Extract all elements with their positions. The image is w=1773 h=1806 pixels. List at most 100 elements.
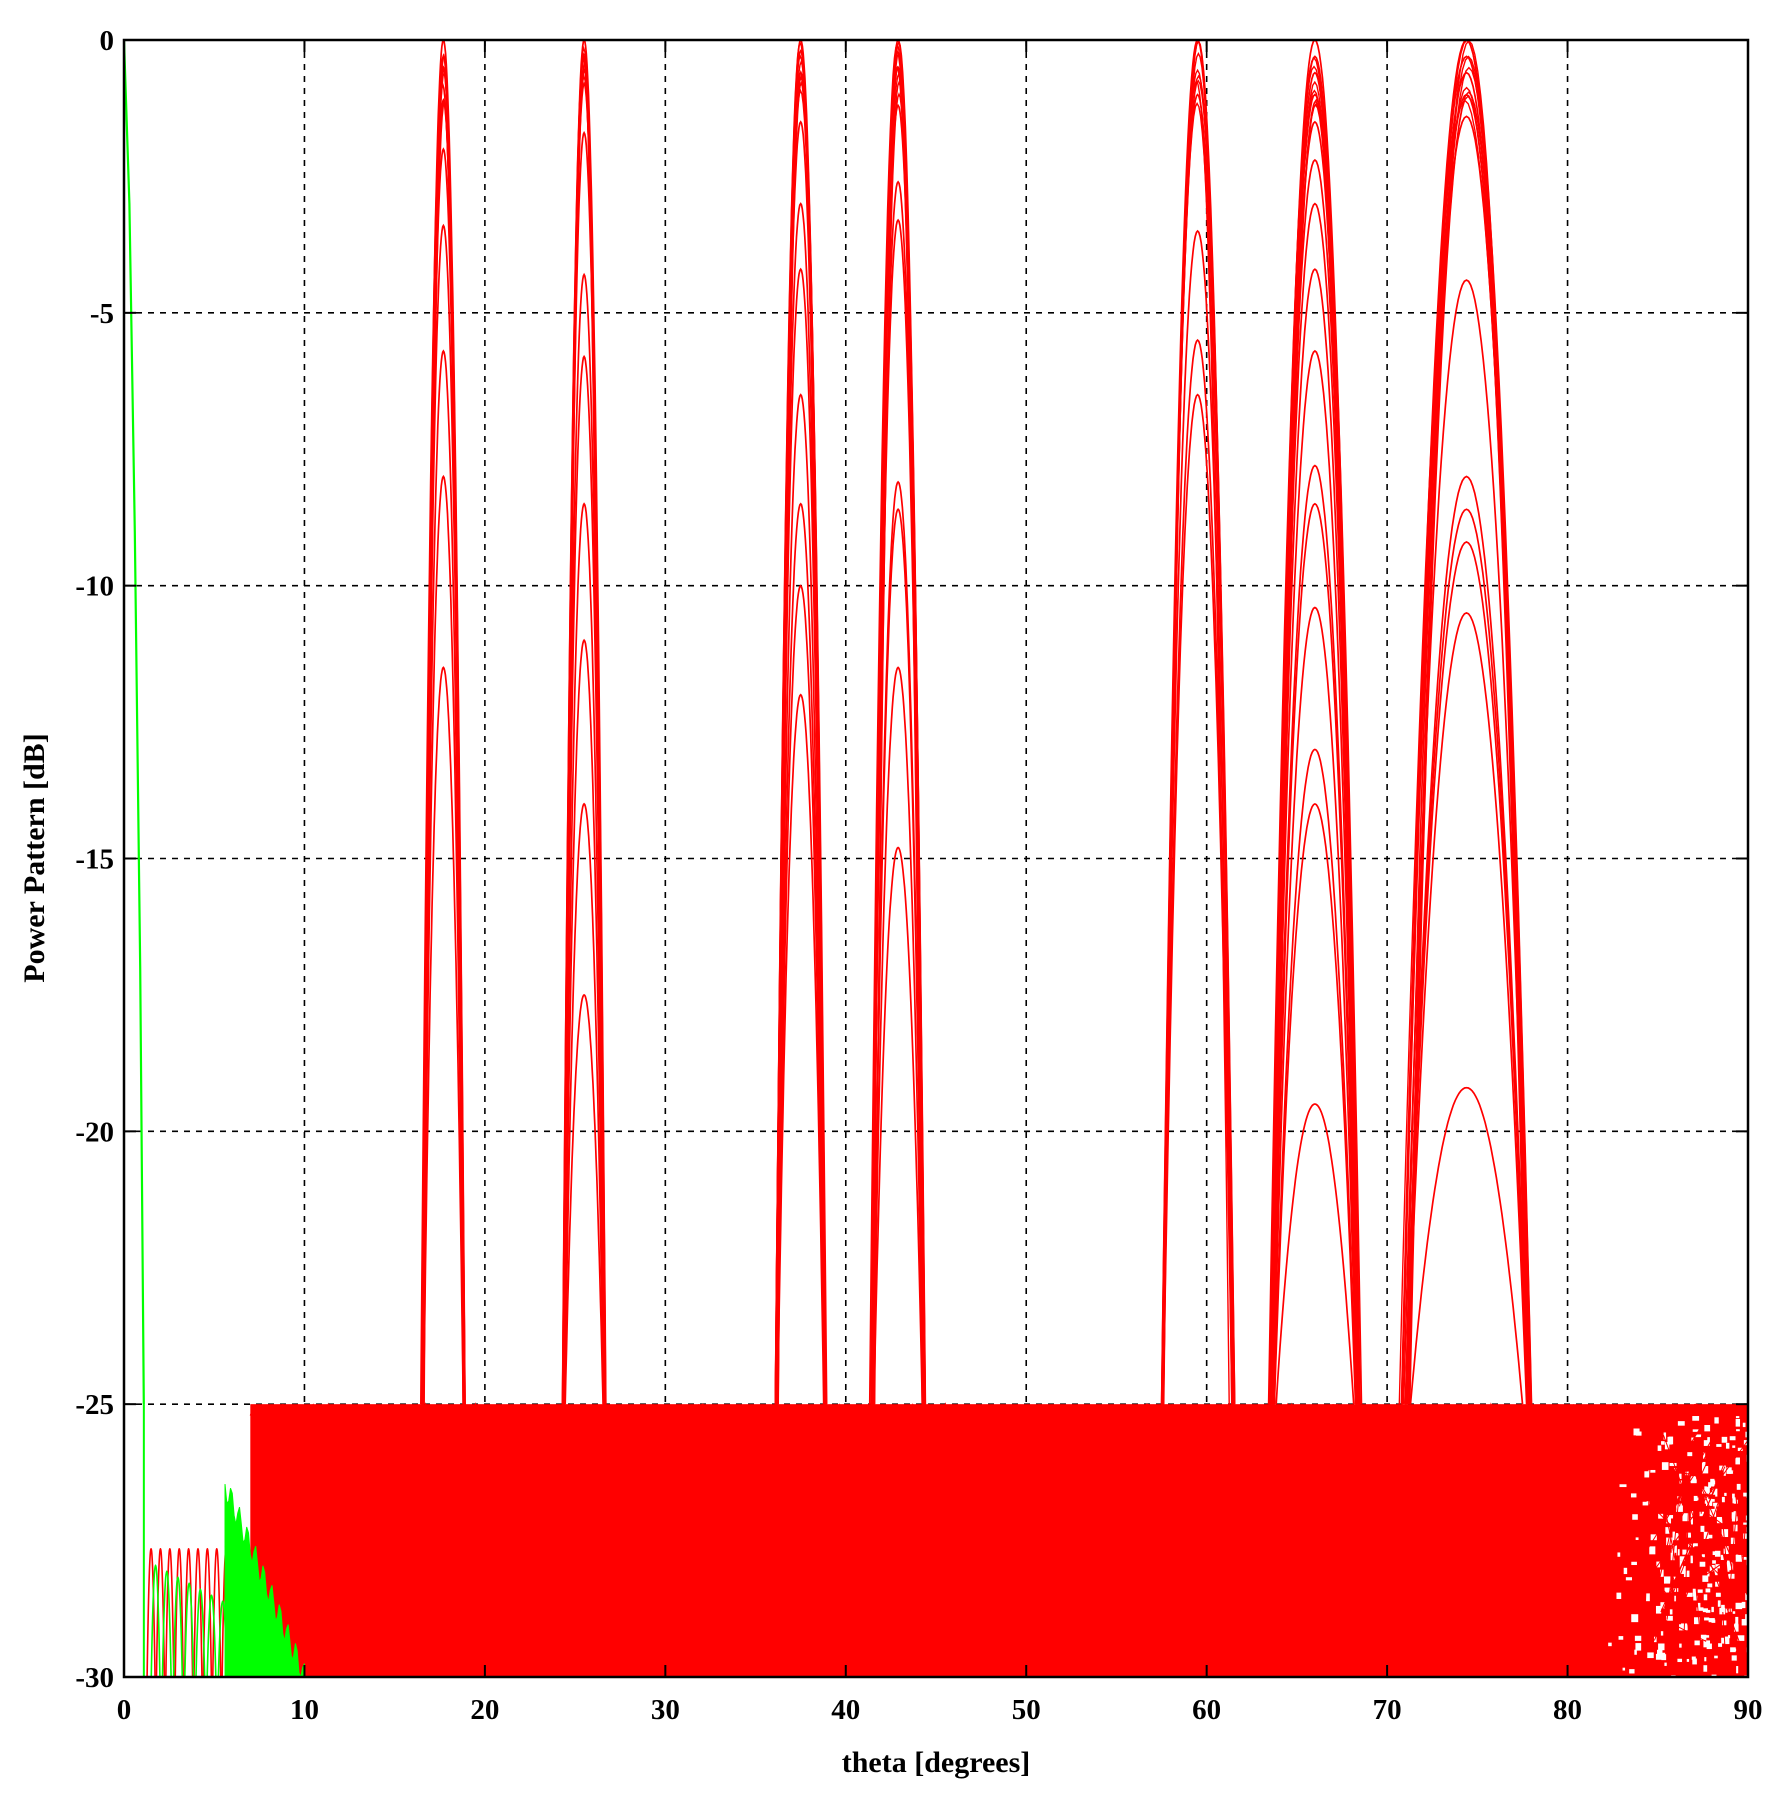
speckle [1733, 1511, 1737, 1516]
speckle [1715, 1581, 1720, 1587]
x-tick-label: 50 [1012, 1694, 1041, 1726]
speckle [1649, 1546, 1656, 1555]
beam-lobe [1275, 1103, 1355, 1405]
speckle [1679, 1556, 1685, 1561]
beam-7 [1398, 40, 1533, 1405]
speckle [1679, 1643, 1682, 1648]
speckle [1735, 1416, 1740, 1419]
speckle [1674, 1595, 1677, 1602]
beam-lobe [774, 53, 826, 1405]
speckle [1718, 1643, 1723, 1647]
speckle-line [1664, 1425, 1720, 1523]
beam-lobe [872, 666, 924, 1405]
speckle [1714, 1417, 1719, 1424]
speckle [1664, 1662, 1667, 1666]
speckle [1671, 1545, 1678, 1553]
speckle [1745, 1593, 1748, 1601]
beam-lobe [871, 65, 924, 1405]
speckle-line [1700, 1419, 1703, 1514]
speckle [1699, 1561, 1706, 1567]
beam-lobe [873, 846, 924, 1405]
speckle-line [1644, 1448, 1652, 1617]
speckle [1736, 1429, 1740, 1432]
speckle [1658, 1513, 1664, 1519]
beam-lobe [1271, 464, 1359, 1405]
speckle [1709, 1499, 1715, 1502]
speckle-line [1682, 1437, 1700, 1625]
speckle [1655, 1605, 1662, 1614]
beam-lobe [1405, 611, 1528, 1405]
speckle [1743, 1492, 1748, 1497]
speckle [1730, 1537, 1736, 1544]
speckle [1712, 1560, 1716, 1564]
speckle [1694, 1617, 1700, 1625]
beam-lobe [1273, 802, 1357, 1405]
speckle [1690, 1518, 1693, 1525]
speckle [1692, 1416, 1700, 1421]
speckle [1692, 1658, 1697, 1665]
beam-lobe [1161, 102, 1233, 1405]
speckle [1702, 1575, 1709, 1582]
speckle [1735, 1457, 1740, 1465]
speckle [1679, 1560, 1683, 1568]
speckle [1730, 1647, 1736, 1653]
speckle [1634, 1649, 1637, 1655]
speckle [1686, 1532, 1692, 1538]
main-sidelobe [161, 1570, 172, 1677]
speckle [1631, 1561, 1637, 1566]
speckle [1724, 1636, 1730, 1645]
sidelobe-ripple [249, 1402, 1748, 1426]
x-tick-labels: 0 10 20 30 40 50 60 70 80 90 [117, 1694, 1763, 1726]
main-sidelobe [206, 1594, 217, 1677]
speckle [1705, 1588, 1711, 1593]
speckle [1690, 1476, 1697, 1483]
speckle [1619, 1484, 1627, 1488]
near-sidelobe [165, 1548, 175, 1677]
speckle [1703, 1635, 1710, 1638]
sidelobe-fill [250, 1404, 1748, 1677]
speckle [1669, 1609, 1673, 1615]
speckle [1715, 1592, 1721, 1597]
speckle [1704, 1617, 1710, 1621]
y-tick-label: -10 [75, 571, 114, 603]
speckle [1647, 1652, 1654, 1659]
beam-lobe [1270, 349, 1360, 1405]
speckle [1735, 1554, 1739, 1558]
speckle [1642, 1501, 1649, 1506]
beam-lobe [1404, 475, 1529, 1405]
speckle [1733, 1499, 1738, 1504]
speckle [1676, 1505, 1683, 1512]
beam-lobe [422, 666, 465, 1405]
y-tick-labels: 0 -5 -10 -15 -20 -25 -30 [75, 25, 114, 1694]
speckle [1737, 1635, 1745, 1641]
speckle [1709, 1508, 1717, 1517]
speckle [1726, 1562, 1734, 1571]
beam-lobe [563, 638, 605, 1405]
speckle [1735, 1418, 1741, 1427]
speckle [1741, 1601, 1746, 1609]
speckle [1672, 1533, 1679, 1541]
speckle-line [1681, 1489, 1724, 1611]
speckle [1692, 1543, 1698, 1547]
speckle [1673, 1576, 1676, 1580]
speckle [1623, 1567, 1628, 1575]
beam-lobe [564, 993, 604, 1405]
speckle [1650, 1534, 1657, 1541]
speckle-line [1669, 1539, 1683, 1551]
speckle [1728, 1470, 1734, 1474]
speckle-line [1741, 1530, 1746, 1583]
x-tick-label: 90 [1734, 1694, 1763, 1726]
speckle [1717, 1600, 1721, 1607]
beam-lobe [563, 74, 605, 1405]
y-tick-label: 0 [100, 25, 115, 57]
x-tick-label: 20 [470, 1694, 499, 1726]
speckle [1693, 1495, 1698, 1502]
speckle [1687, 1452, 1693, 1457]
speckle [1630, 1493, 1637, 1498]
speckle [1719, 1607, 1726, 1615]
beam-lobe [1406, 55, 1531, 1405]
speckle [1678, 1503, 1682, 1509]
beam-lobe [562, 502, 606, 1405]
near-sidelobe [146, 1548, 156, 1677]
speckle [1618, 1636, 1624, 1640]
